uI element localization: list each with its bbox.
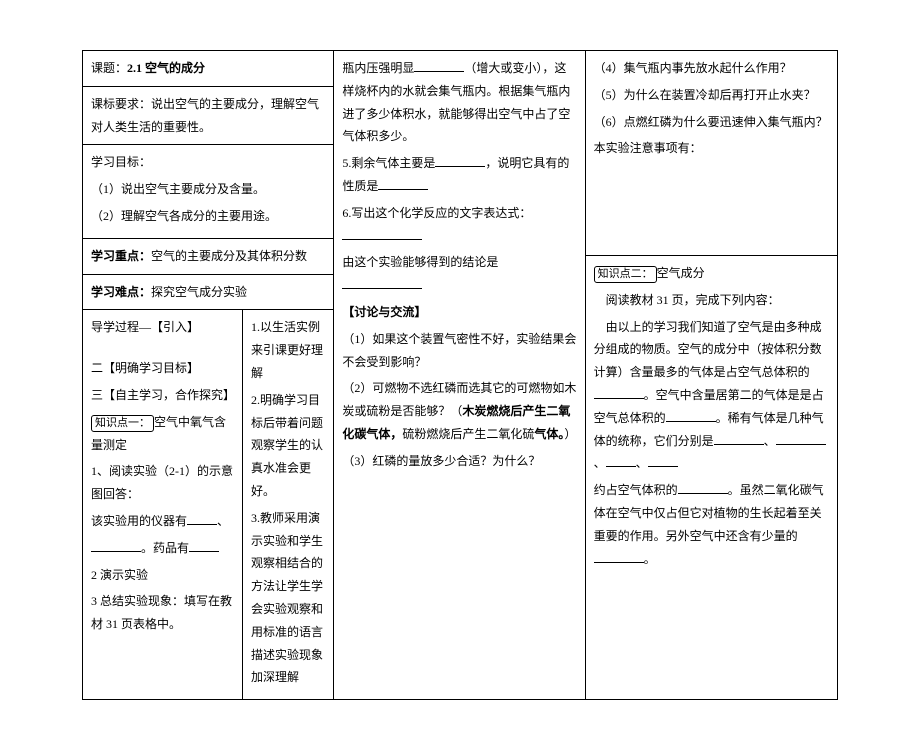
blank [606,455,636,467]
column-2: 瓶内压强明显（增大或变小），这样烧杯内的水就会集气瓶内。根据集气瓶内进了多少体积… [334,51,585,699]
c3-body: 由以上的学习我们知道了空气是由多种成分组成的物质。空气的成分中（按体积分数计算）… [594,316,829,476]
col3-bottom: 知识点二：空气成分 阅读教材 31 页，完成下列内容： 由以上的学习我们知道了空… [586,256,837,699]
c3-read: 阅读教材 31 页，完成下列内容： [594,289,829,312]
blank [435,155,485,167]
blank [666,410,716,422]
c3-body2: 约占空气体积的。虽然二氧化碳气体在空气中仅占但它对植物的生长起着至关重要的作用。… [594,479,829,570]
right-3: 3.教师采用演示实验和学生观察相结合的方法让学生学会实验观察和用标准的语言描述实… [251,507,325,689]
kebiao-label: 课标要求： [91,97,151,111]
right-1: 1.以生活实例来引课更好理解 [251,316,325,384]
c2-p3t: 6.写出这个化学反应的文字表达式： [342,206,531,220]
daoxue-label: 导学过程—【引入】 [91,316,234,339]
c2-p4: 由这个实验能够得到的结论是 [342,251,576,297]
blank [648,455,678,467]
c2-q2: （2）可燃物不选红磷而选其它的可燃物如木炭或硫粉是否能够？（木炭燃烧后产生二氧化… [342,377,576,445]
yanshi: 2 演示实验 [91,564,234,587]
daoxue-left: 导学过程—【引入】 二【明确学习目标】 三【自主学习，合作探究】 知识点一：空气… [83,310,243,699]
c3-note: 本实验注意事项有： [594,137,829,160]
blank [342,277,422,289]
col2-body: 瓶内压强明显（增大或变小），这样烧杯内的水就会集气瓶内。根据集气瓶内进了多少体积… [334,51,584,699]
c2-q2d: 气体。 [534,427,564,441]
title-cell: 课题：2.1 空气的成分 [83,51,333,87]
col3-top: （4）集气瓶内事先放水起什么作用？ （5）为什么在装置冷却后再打开止水夹？ （6… [586,51,837,256]
mubiao-2: （2）理解空气各成分的主要用途。 [91,205,325,228]
zhongdian-text: 空气的主要成分及其体积分数 [151,249,307,263]
zizhu: 三【自主学习，合作探究】 [91,384,234,407]
c2-p4t: 由这个实验能够得到的结论是 [342,255,498,269]
c2-p2a: 5.剩余气体主要是 [342,156,435,170]
column-1: 课题：2.1 空气的成分 课标要求：说出空气的主要成分，理解空气对人类生活的重要… [83,51,334,699]
mubiao-1: （1）说出空气主要成分及含量。 [91,178,325,201]
c3-q4: （4）集气瓶内事先放水起什么作用？ [594,57,829,80]
title-prefix: 课题： [91,61,127,75]
blank [342,228,422,240]
c3-b1: 由以上的学习我们知道了空气是由多种成分组成的物质。空气的成分中（按体积分数计算）… [594,320,822,380]
c2-header: 【讨论与交流】 [342,301,576,324]
nandian-cell: 学习难点：探究空气成分实验 [83,275,333,311]
yaoping-text: 。药品有 [141,541,189,555]
blank [776,433,826,445]
kebiao-cell: 课标要求：说出空气的主要成分，理解空气对人类生活的重要性。 [83,87,333,146]
daoxue-right: 1.以生活实例来引课更好理解 2.明确学习目标后带着问题观察学生的认真水准会更好… [243,310,333,699]
blank [187,513,217,525]
read1: 1、阅读实验（2-1）的示意图回答： [91,460,234,506]
mubiao-label: 学习目标： [91,151,325,174]
worksheet: 课题：2.1 空气的成分 课标要求：说出空气的主要成分，理解空气对人类生活的重要… [82,50,838,700]
yiqi-row: 该实验用的仪器有、 [91,510,234,533]
zongjie: 3 总结实验现象：填写在教材 31 页表格中。 [91,590,234,636]
blank [189,540,219,552]
zhongdian-label: 学习重点： [91,249,151,263]
yaoping-row: 。药品有 [91,537,234,560]
c2-q1: （1）如果这个装置气密性不好，实验结果会不会受到影响？ [342,328,576,374]
blank [594,551,644,563]
blank [678,482,728,494]
zsd2-tag: 知识点二： [594,266,657,283]
c2-q2e: ） [564,427,576,441]
title-text: 2.1 空气的成分 [127,61,205,75]
nandian-label: 学习难点： [91,285,151,299]
c2-q2c: 硫粉燃烧后产生二氧化硫 [402,427,534,441]
c3-q6: （6）点燃红磷为什么要迅速伸入集气瓶内？ [594,111,829,134]
zsd2-row: 知识点二：空气成分 [594,262,829,285]
blank [714,433,764,445]
blank [414,60,464,72]
daoxue-split: 导学过程—【引入】 二【明确学习目标】 三【自主学习，合作探究】 知识点一：空气… [83,310,333,699]
blank [378,178,428,190]
c3-period: 。 [644,552,656,566]
zsd2-text: 空气成分 [657,266,705,280]
zhongdian-cell: 学习重点：空气的主要成分及其体积分数 [83,239,333,275]
c3-q5: （5）为什么在装置冷却后再打开止水夹？ [594,84,829,107]
c2-p1a: 瓶内压强明显 [342,61,414,75]
mingque: 二【明确学习目标】 [91,357,234,380]
blank [594,387,644,399]
zsd1-row: 知识点一：空气中氧气含量测定 [91,411,234,457]
right-2: 2.明确学习目标后带着问题观察学生的认真水准会更好。 [251,389,325,503]
column-3: （4）集气瓶内事先放水起什么作用？ （5）为什么在装置冷却后再打开止水夹？ （6… [586,51,837,699]
yiqi-text: 该实验用的仪器有 [91,514,187,528]
c3-b4: 约占空气体积的 [594,483,678,497]
c2-q3: （3）红磷的量放多少合适？为什么？ [342,450,576,473]
c2-p3: 6.写出这个化学反应的文字表达式： [342,202,576,248]
nandian-text: 探究空气成分实验 [151,285,247,299]
c2-p2: 5.剩余气体主要是，说明它具有的性质是 [342,152,576,198]
zsd1-tag: 知识点一： [91,415,154,432]
mubiao-cell: 学习目标： （1）说出空气主要成分及含量。 （2）理解空气各成分的主要用途。 [83,145,333,238]
blank [91,540,141,552]
c2-p1: 瓶内压强明显（增大或变小），这样烧杯内的水就会集气瓶内。根据集气瓶内进了多少体积… [342,57,576,148]
